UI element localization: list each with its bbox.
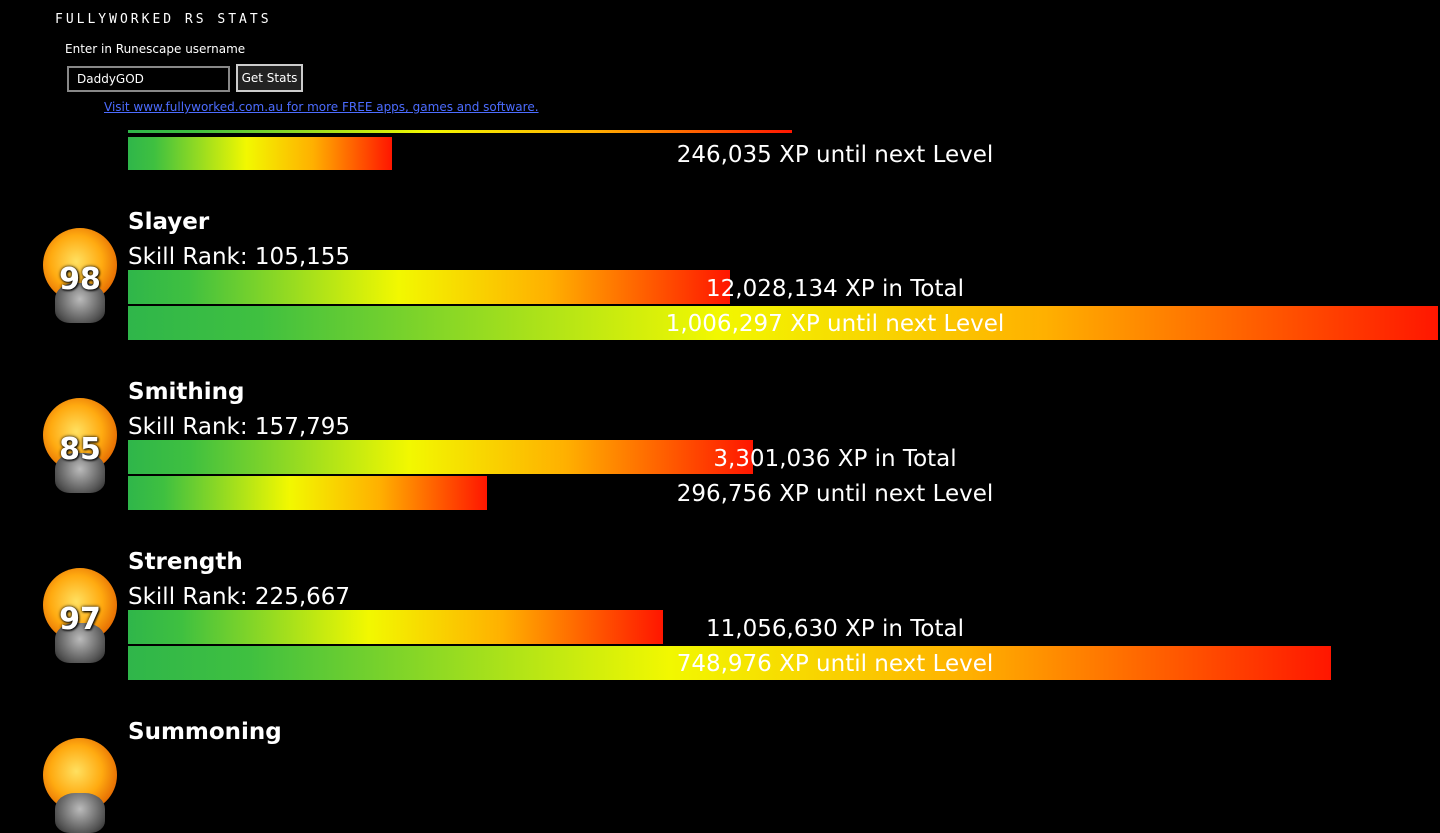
- promo-link[interactable]: Visit www.fullyworked.com.au for more FR…: [104, 100, 539, 114]
- level-number: 85: [59, 432, 101, 467]
- total-bar: [128, 610, 663, 644]
- next-level-bar: [128, 476, 487, 510]
- total-bar: [128, 270, 730, 304]
- skill-rank: Skill Rank: 105,155: [128, 244, 351, 270]
- level-number: 98: [59, 262, 101, 297]
- next-level-xp: 296,756 XP until next Level: [676, 481, 994, 507]
- skill-rank: Skill Rank: 225,667: [128, 584, 351, 610]
- level-number: 97: [59, 602, 101, 637]
- next-level-bar: [128, 646, 1331, 680]
- next-level-xp: 748,976 XP until next Level: [676, 651, 994, 677]
- total-xp: 11,056,630 XP in Total: [706, 616, 964, 642]
- skill-icon: [55, 453, 105, 493]
- skill-name: Smithing: [128, 379, 245, 405]
- total-bar: [128, 130, 792, 133]
- username-prompt: Enter in Runescape username: [65, 42, 246, 56]
- skill-icon: [55, 283, 105, 323]
- total-xp: 12,028,134 XP in Total: [706, 276, 964, 302]
- next-level-bar: [128, 306, 1438, 340]
- get-stats-button[interactable]: Get Stats: [236, 64, 303, 92]
- next-level-xp: 1,006,297 XP until next Level: [665, 311, 1005, 337]
- app: 246,035 XP until next Level 98 Slayer Skill…: [43, 12, 1438, 833]
- skill-name: Strength: [128, 549, 243, 575]
- skill-rank: Skill Rank: 157,795: [128, 414, 351, 440]
- next-level-bar: [128, 137, 392, 170]
- username-input[interactable]: DaddyGOD: [67, 66, 230, 92]
- skill-icon: [55, 623, 105, 663]
- skill-name: Summoning: [128, 719, 282, 745]
- skill-name: Slayer: [128, 209, 210, 235]
- app-title: FULLYWORKED RS STATS: [55, 12, 272, 27]
- next-level-xp: 246,035 XP until next Level: [676, 142, 994, 168]
- total-xp: 3,301,036 XP in Total: [713, 446, 957, 472]
- total-bar: [128, 440, 753, 474]
- skill-icon: [55, 793, 105, 833]
